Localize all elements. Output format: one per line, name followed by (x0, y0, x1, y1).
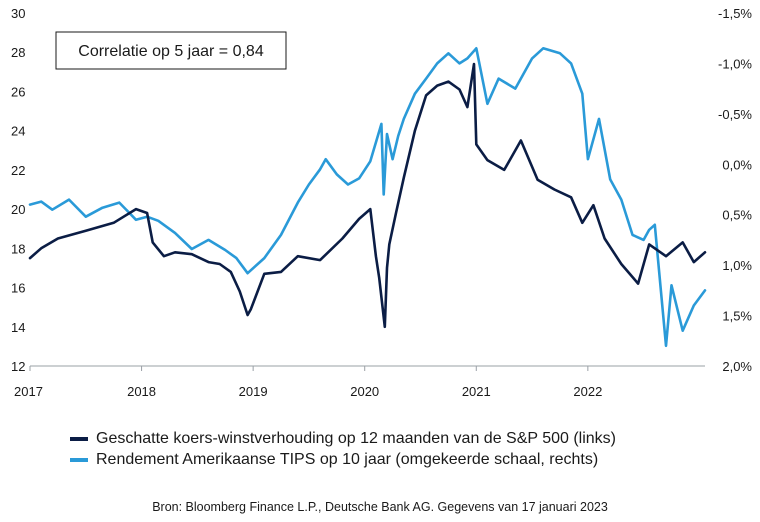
legend-swatch-tips (70, 457, 88, 462)
y-left-tick-label: 22 (11, 163, 25, 178)
x-tick-label: 2019 (239, 384, 268, 399)
legend-label-tips: Rendement Amerikaanse TIPS op 10 jaar (o… (96, 451, 599, 468)
y-left-tick-label: 14 (11, 320, 25, 335)
x-tick-label: 2020 (350, 384, 379, 399)
x-ticks: 2017 2018 2019 2020 2021 2022 (14, 366, 602, 399)
y-right-tick-label: -1,5% (718, 6, 752, 21)
y-left-tick-label: 12 (11, 359, 25, 374)
y-left-ticks: 30 28 26 24 22 20 18 16 14 12 (11, 6, 25, 374)
y-left-tick-label: 24 (11, 124, 25, 139)
x-tick-label: 2022 (573, 384, 602, 399)
y-left-tick-label: 16 (11, 281, 25, 296)
y-left-tick-label: 26 (11, 84, 25, 99)
y-right-tick-label: -0,5% (718, 107, 752, 122)
legend-item-pe: Geschatte koers-winstverhouding op 12 ma… (70, 428, 616, 449)
x-tick-label: 2017 (14, 384, 43, 399)
y-right-tick-label: 1,5% (722, 309, 752, 324)
x-tick-label: 2021 (462, 384, 491, 399)
series-line-pe-ratio (28, 62, 707, 329)
y-right-tick-label: 2,0% (722, 359, 752, 374)
y-right-tick-label: -1,0% (718, 56, 752, 71)
legend-swatch-pe (70, 436, 88, 441)
y-left-tick-label: 28 (11, 45, 25, 60)
y-left-tick-label: 30 (11, 6, 25, 21)
correlation-annotation: Correlatie op 5 jaar = 0,84 (78, 43, 264, 60)
legend-item-tips: Rendement Amerikaanse TIPS op 10 jaar (o… (70, 449, 616, 470)
series-line-tips-yield (28, 46, 707, 348)
y-right-tick-label: 0,5% (722, 208, 752, 223)
correlation-box (55, 31, 287, 70)
y-right-tick-label: 1,0% (722, 258, 752, 273)
x-tick-label: 2018 (127, 384, 156, 399)
legend: Geschatte koers-winstverhouding op 12 ma… (70, 428, 616, 470)
source-note: Bron: Bloomberg Finance L.P., Deutsche B… (152, 500, 608, 514)
y-right-tick-label: 0,0% (722, 157, 752, 172)
y-left-tick-label: 18 (11, 241, 25, 256)
y-left-tick-label: 20 (11, 202, 25, 217)
y-right-ticks: -1,5% -1,0% -0,5% 0,0% 0,5% 1,0% 1,5% 2,0% (718, 6, 752, 374)
legend-label-pe: Geschatte koers-winstverhouding op 12 ma… (96, 430, 617, 447)
series-layer (28, 46, 707, 348)
